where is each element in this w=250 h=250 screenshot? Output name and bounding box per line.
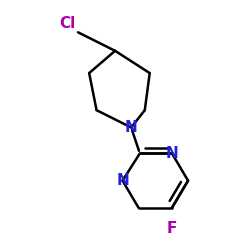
Text: Cl: Cl (59, 16, 76, 31)
Text: F: F (167, 222, 177, 236)
Text: N: N (125, 120, 138, 135)
Text: N: N (166, 146, 178, 161)
Text: N: N (116, 173, 129, 188)
